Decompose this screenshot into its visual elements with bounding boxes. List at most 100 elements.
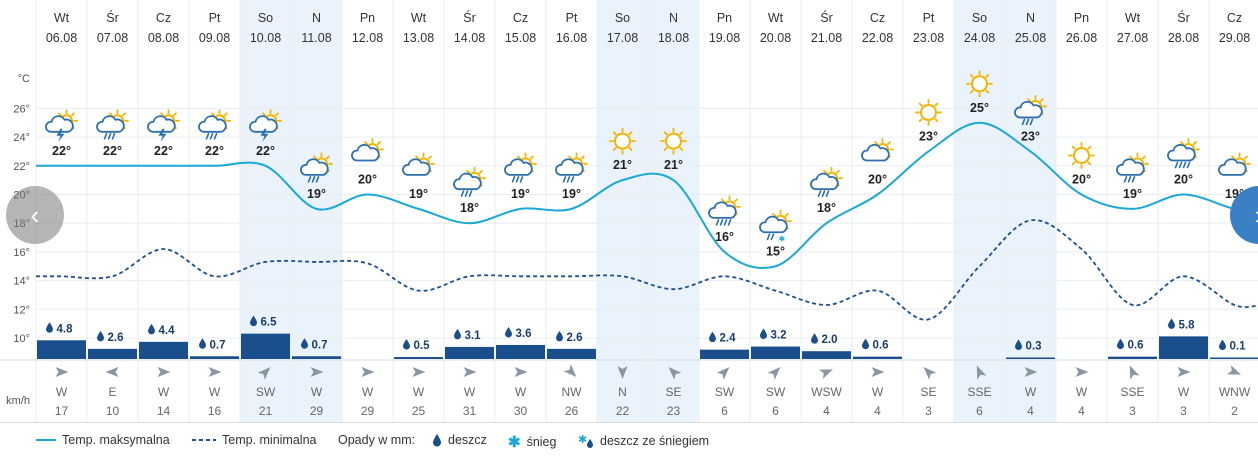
y-tick-label: 14° (13, 276, 30, 288)
rain-drop (213, 133, 218, 140)
raindrop-icon (556, 330, 563, 342)
sun-ray (580, 155, 585, 160)
sun-glyph (915, 99, 942, 126)
y-axis-unit: °C (18, 73, 30, 85)
raindrop-icon (97, 330, 104, 342)
wind-direction: N (618, 385, 627, 399)
day-name: Śr (1177, 10, 1190, 25)
day-name: Wt (54, 11, 70, 25)
rain-drop (209, 133, 214, 140)
dashed-line-icon (192, 439, 216, 441)
rain-drop (1021, 118, 1026, 126)
sun-ray (172, 112, 177, 117)
wind-direction: WSW (811, 385, 842, 399)
rain-drop (311, 176, 316, 183)
cloud-shape (402, 158, 431, 176)
precip-label: 2.6 (97, 330, 124, 344)
precip-label: 0.6 (862, 338, 889, 352)
y-tick-label: 26° (13, 103, 30, 115)
precip-label: 0.1 (1219, 339, 1247, 353)
snowflake: ✱ (779, 234, 786, 243)
day-date: 22.08 (862, 31, 893, 45)
max-temp-label: 21° (613, 158, 632, 172)
wind-arrow-icon (767, 367, 781, 380)
sun-ray (663, 131, 668, 136)
rain-drop (1025, 118, 1030, 126)
precip-value: 4.4 (159, 325, 176, 337)
precip-bar (37, 340, 86, 359)
raindrop-icon (199, 338, 206, 349)
rain-drop (1178, 161, 1183, 169)
sun-disc (1073, 147, 1090, 164)
rain-drop (570, 176, 575, 183)
sun-cloud-rain-icon (453, 166, 486, 197)
sun-ray (109, 112, 114, 117)
wind-speed: 22 (616, 404, 630, 418)
precip-bar (1108, 356, 1157, 359)
raindrop-icon (505, 326, 512, 338)
sun-ray (517, 155, 522, 160)
max-temp-label: 19° (562, 187, 581, 201)
precip-bar (445, 346, 494, 359)
previous-days-button[interactable]: ‹ (6, 186, 64, 244)
precip-value: 4.8 (57, 323, 74, 335)
precip-bar (853, 356, 902, 359)
sun-ray (415, 155, 420, 160)
sun-ray (466, 169, 471, 174)
weekend-column (597, 0, 648, 422)
precip-label: 2.6 (556, 330, 583, 344)
wind-arrow-icon (157, 367, 171, 377)
max-temp-label: 20° (1174, 173, 1193, 187)
day-name: Śr (463, 10, 476, 25)
max-temp-label: 22° (52, 144, 71, 158)
legend-max-temp: Temp. maksymalna (36, 433, 170, 447)
wind-arrow-icon (257, 367, 271, 380)
precip-value: 0.1 (1230, 341, 1247, 353)
rain-drop (715, 219, 720, 226)
max-temp-label: 19° (409, 187, 428, 201)
sun-ray (679, 146, 684, 151)
wind-direction: WNW (1219, 385, 1251, 399)
max-temp-label: 22° (103, 144, 122, 158)
raindrop-icon (811, 333, 818, 344)
wind-speed: 17 (55, 404, 69, 418)
max-temp-label: 23° (919, 129, 938, 143)
sun-ray (376, 141, 381, 146)
precip-value: 2.6 (567, 332, 583, 344)
day-date: 14.08 (454, 31, 485, 45)
wind-speed: 3 (1129, 404, 1136, 418)
day-date: 18.08 (658, 31, 689, 45)
legend-precip-label: Opady w mm: (338, 433, 416, 447)
max-temp-label: 20° (358, 173, 377, 187)
sun-ray (58, 112, 63, 117)
wind-arrow-icon (617, 366, 628, 379)
cloud-shape (810, 172, 839, 191)
cloud-shape (555, 158, 584, 176)
sun-ray (313, 155, 318, 160)
precip-label: 0.6 (1117, 338, 1144, 352)
raindrop-icon (403, 339, 410, 350)
sun-ray (160, 112, 165, 117)
cloud-shape (147, 115, 176, 133)
day-name: N (1026, 11, 1035, 25)
precip-label: 2.0 (811, 333, 838, 346)
lightning-bolt (56, 128, 65, 142)
rain-drop (107, 133, 112, 140)
day-name: Cz (870, 11, 885, 25)
rain-drop (817, 190, 822, 197)
raindrop-icon (301, 338, 308, 349)
y-tick-label: 12° (13, 304, 30, 316)
precip-value: 3.6 (516, 328, 532, 340)
wind-arrow-icon (412, 367, 426, 377)
cloud-shape (708, 201, 737, 219)
sun-ray (918, 118, 923, 123)
sun-cloud-heavy-rain-icon (708, 195, 741, 226)
wind-speed: 16 (208, 404, 222, 418)
precip-bar (802, 351, 851, 359)
precip-label: 5.8 (1168, 318, 1195, 331)
max-temp-label: 20° (1072, 173, 1091, 187)
sun-ray (721, 198, 726, 203)
sun-ray (835, 169, 840, 174)
wind-arrow-icon (361, 367, 375, 377)
raindrop-icon (862, 338, 869, 350)
